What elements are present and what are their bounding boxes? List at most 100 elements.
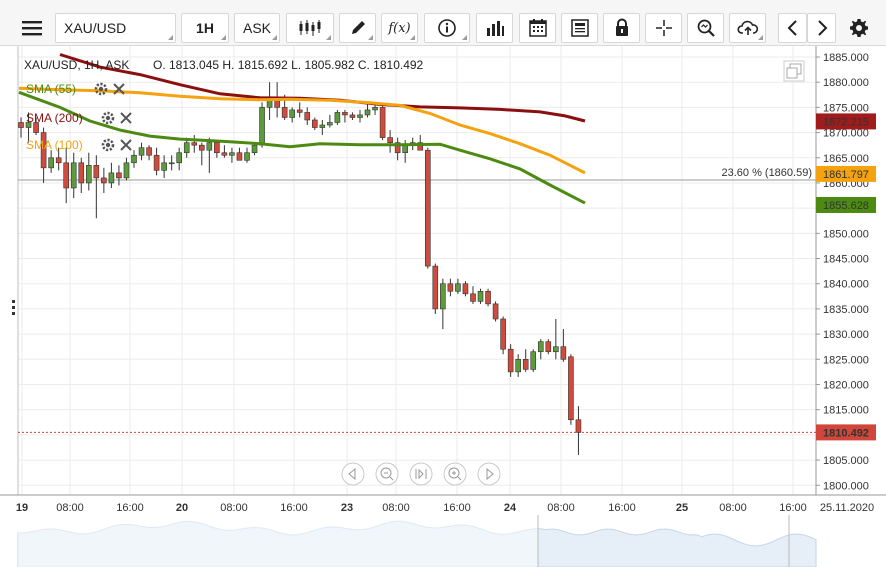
news-icon (570, 19, 589, 37)
symbol-selector[interactable]: XAU/USD (55, 13, 176, 43)
draw-tools-button[interactable] (339, 13, 376, 43)
candlestick-series (18, 82, 582, 456)
scroll-back-button[interactable] (778, 13, 807, 43)
y-tick-label: 1830.000 (823, 329, 869, 341)
candle (244, 147, 250, 163)
candle (63, 147, 69, 204)
scroll-forward-button[interactable] (807, 13, 836, 43)
reset-view-button[interactable] (409, 462, 433, 486)
timeframe-selector[interactable]: 1H (181, 13, 229, 43)
candle (191, 135, 198, 153)
scroll-right-button[interactable] (477, 462, 501, 486)
sma55-price-tag: 1855.628 (816, 196, 876, 213)
candle (221, 145, 228, 158)
candle (455, 278, 461, 294)
candle (349, 112, 356, 120)
chart-type-button[interactable] (286, 13, 334, 43)
y-tick-label: 1820.000 (823, 379, 869, 391)
info-button[interactable] (424, 13, 470, 43)
candle (387, 130, 393, 153)
chart-area[interactable]: 23.60 % (1860.59) XAU/USD, 1H, ASK O. 18… (0, 46, 886, 567)
sma100-line[interactable] (18, 86, 586, 175)
y-tick-label: 1835.000 (823, 304, 869, 316)
indicator-settings-gear-icon[interactable] (94, 82, 108, 96)
sma100-price-tag: 1861.797 (816, 165, 876, 182)
zoom-in-button[interactable] (443, 462, 467, 486)
price-type-selector[interactable]: ASK (234, 13, 280, 43)
candle (146, 145, 152, 161)
chart-navigation (341, 462, 501, 486)
indicator-sma200-label[interactable]: SMA (200) (26, 111, 83, 125)
hamburger-menu-icon (22, 21, 42, 36)
popout-icon[interactable] (783, 60, 805, 82)
indicator-remove-close-icon[interactable] (120, 112, 132, 124)
candle (289, 107, 295, 123)
indicators-button[interactable]: f(x) (381, 13, 418, 43)
chart-title: XAU/USD, 1H, ASK (24, 58, 129, 72)
candle (206, 137, 213, 173)
candle (477, 288, 484, 304)
lock-icon (615, 18, 628, 36)
candle (372, 104, 378, 115)
zoom-icon (697, 19, 715, 37)
candle (138, 142, 145, 161)
calendar-button[interactable] (519, 13, 556, 43)
y-tick-label: 1825.000 (823, 354, 869, 366)
price-chart[interactable]: 23.60 % (1860.59) XAU/USD, 1H, ASK O. 18… (0, 46, 886, 567)
x-tick-label: 25.11.2020 (820, 502, 874, 514)
sma200-price-tag: 1872.215 (816, 113, 876, 130)
candle (379, 104, 386, 141)
crosshair-button[interactable] (645, 13, 682, 43)
settings-button[interactable] (842, 13, 876, 43)
top-toolbar: XAU/USD 1H ASK f(x) (0, 0, 886, 46)
navigator-overview[interactable] (17, 515, 817, 567)
candle (176, 147, 182, 171)
menu-button[interactable] (14, 13, 50, 43)
scroll-left-button[interactable] (341, 462, 365, 486)
scroll-right-icon (486, 467, 494, 481)
volume-button[interactable] (476, 13, 513, 43)
candle (568, 354, 574, 425)
timeframe-label: 1H (196, 20, 214, 36)
x-tick-label: 08:00 (382, 502, 410, 514)
candle (131, 150, 137, 168)
zoom-button[interactable] (687, 13, 724, 43)
candle (327, 114, 333, 128)
candle (342, 109, 348, 123)
last-price-tag: 1810.492 (816, 424, 876, 441)
candle (440, 278, 446, 330)
candle (85, 152, 92, 191)
lock-button[interactable] (603, 13, 640, 43)
time-axis[interactable]: 19 08:00 16:00 20 08:00 16:00 23 08:00 16:00 24 08… (16, 502, 874, 514)
sma55-line[interactable] (18, 90, 586, 205)
candle (214, 140, 220, 158)
panel-resize-handle[interactable] (12, 300, 15, 315)
y-tick-label: 1815.000 (823, 405, 869, 417)
indicator-sma100-label[interactable]: SMA (100) (26, 138, 83, 152)
y-tick-label: 1805.000 (823, 455, 869, 467)
y-tick-label: 1840.000 (823, 279, 869, 291)
candle (259, 102, 265, 148)
indicator-remove-close-icon[interactable] (113, 83, 125, 95)
crosshair-icon (655, 20, 672, 36)
candle (116, 165, 122, 186)
y-tick-label: 1870.000 (823, 128, 869, 140)
candle (123, 157, 130, 181)
indicator-settings-gear-icon[interactable] (101, 111, 115, 125)
cloud-save-button[interactable] (729, 13, 766, 43)
zoom-out-button[interactable] (375, 462, 399, 486)
candle (319, 119, 326, 136)
candle (108, 162, 115, 188)
candle (537, 339, 544, 360)
candle (515, 354, 521, 377)
indicator-sma55-label[interactable]: SMA (55) (26, 82, 76, 96)
volume-bars-icon (486, 21, 504, 36)
candle (560, 329, 567, 362)
indicator-remove-close-icon[interactable] (120, 139, 132, 151)
news-button[interactable] (561, 13, 598, 43)
reset-view-icon (415, 468, 427, 480)
candle (161, 155, 167, 178)
indicator-settings-gear-icon[interactable] (101, 138, 115, 152)
candle (236, 147, 243, 161)
candle (183, 137, 190, 158)
